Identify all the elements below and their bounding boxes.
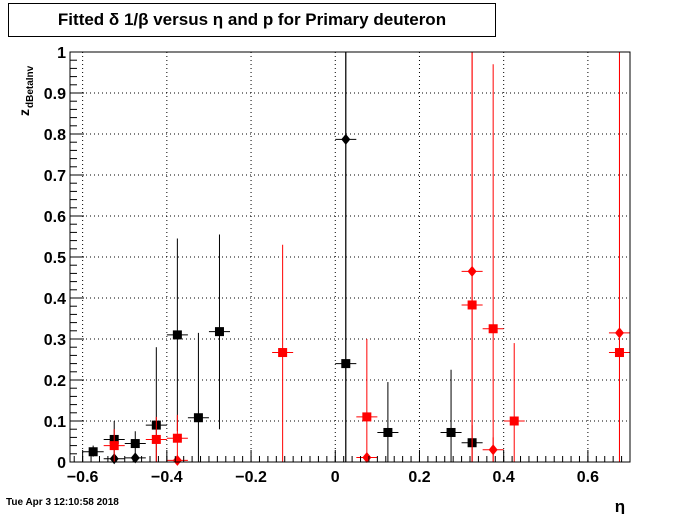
- x-tick-label: 0.6: [577, 469, 599, 486]
- square-marker: [446, 427, 456, 437]
- y-axis-label-subscript: dBetaInv: [25, 65, 36, 108]
- diamond-marker: [488, 444, 498, 456]
- square-marker: [214, 327, 224, 337]
- square-marker: [172, 433, 182, 443]
- data-point: [187, 332, 209, 462]
- data-point: [356, 339, 378, 462]
- data-point: [124, 431, 146, 456]
- data-point: [335, 52, 357, 462]
- square-marker: [509, 416, 519, 426]
- y-tick-label: 0.7: [44, 168, 66, 185]
- data-point: [166, 238, 188, 432]
- square-marker: [109, 441, 119, 451]
- y-tick-label: 0.2: [44, 373, 66, 390]
- y-tick-label: 0.6: [44, 209, 66, 226]
- square-marker: [151, 434, 161, 444]
- chart-title: Fitted δ 1/β versus η and p for Primary …: [8, 3, 496, 37]
- x-tick-label: 0.4: [493, 469, 515, 486]
- y-tick-label: 0.5: [44, 250, 66, 267]
- diamond-marker: [172, 454, 182, 466]
- x-tick-label: 0.2: [408, 469, 430, 486]
- grid-lines: [70, 52, 630, 462]
- y-axis-label: zdBetaInv: [16, 65, 36, 116]
- square-marker: [278, 348, 288, 358]
- data-point: [166, 454, 188, 466]
- square-marker: [130, 439, 140, 449]
- data-point: [440, 369, 462, 462]
- data-point: [608, 52, 630, 462]
- data-point: [377, 382, 399, 462]
- x-tick-label: −0.4: [151, 469, 183, 486]
- data-point: [82, 445, 104, 457]
- square-marker: [362, 412, 372, 422]
- y-tick-label: 0.1: [44, 414, 66, 431]
- data-point: [166, 414, 188, 462]
- x-tick-label: 0: [331, 469, 340, 486]
- y-tick-label: 0.3: [44, 332, 66, 349]
- axes: −0.6 −0.4 −0.2 0 0.2 0.4 0.6 0 0.1 0.2 0.3 0.4 0.5 0.…: [44, 45, 623, 486]
- square-marker: [488, 324, 498, 334]
- data-point: [482, 437, 504, 462]
- x-axis-label: η: [615, 497, 625, 514]
- diamond-marker: [362, 451, 372, 463]
- y-tick-label: 0.8: [44, 127, 66, 144]
- data-point: [272, 244, 294, 462]
- timestamp: Tue Apr 3 12:10:58 2018: [6, 497, 119, 508]
- data-point: [356, 451, 378, 463]
- square-marker: [193, 413, 203, 423]
- data-point: [145, 416, 167, 462]
- x-tick-label: −0.2: [235, 469, 267, 486]
- data-point: [482, 64, 504, 462]
- y-tick-label: 0.9: [44, 86, 66, 103]
- y-tick-label: 0.4: [44, 291, 66, 308]
- square-marker: [88, 447, 98, 457]
- diamond-marker: [341, 133, 351, 145]
- diamond-marker: [467, 265, 477, 277]
- square-marker: [383, 427, 393, 437]
- data-point: [208, 234, 230, 430]
- square-marker: [172, 330, 182, 340]
- y-tick-label: 1: [57, 45, 66, 62]
- data-points: [82, 52, 630, 466]
- y-axis-label-main: z: [16, 109, 32, 116]
- y-tick-label: 0: [57, 455, 66, 472]
- x-tick-label: −0.6: [67, 469, 99, 486]
- data-point: [461, 52, 483, 462]
- diamond-marker: [614, 327, 624, 339]
- data-point: [103, 429, 125, 462]
- data-point: [503, 343, 525, 462]
